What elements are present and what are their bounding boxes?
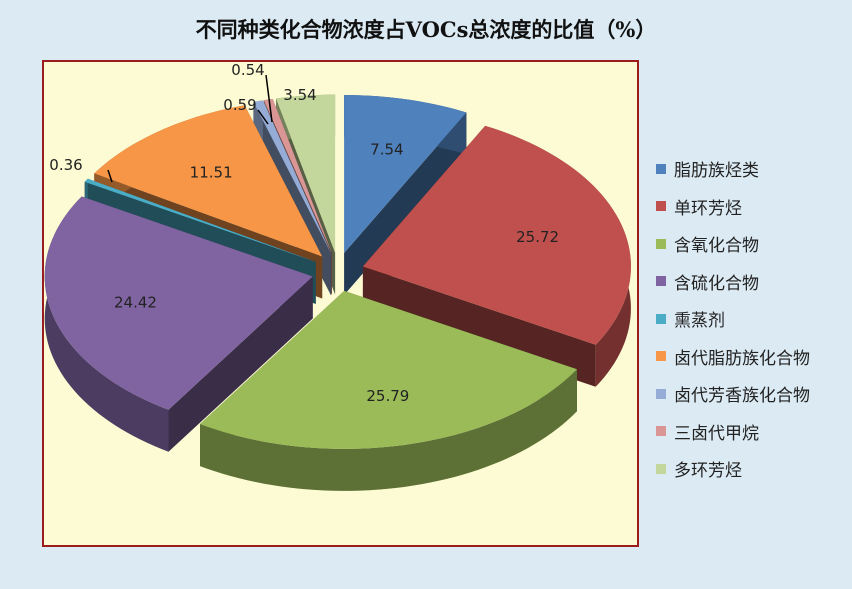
data-label: 24.42 [114, 294, 157, 312]
legend-item: 三卤代甲烷 [656, 413, 810, 451]
legend-label: 含硫化合物 [674, 273, 759, 294]
leader-line [107, 169, 113, 183]
slice-side-wall [168, 276, 313, 452]
legend: 脂肪族烃类单环芳烃含氧化合物含硫化合物熏蒸剂卤代脂肪族化合物 卤代芳香族化合物 三卤… [656, 150, 810, 488]
pie-slice [199, 290, 577, 491]
pie-slice [44, 196, 313, 452]
slice-top-5 [94, 105, 323, 257]
slice-top-0 [344, 95, 467, 254]
slice-top-7 [263, 98, 332, 254]
slice-top-2 [199, 290, 577, 449]
data-label: 0.59 [223, 96, 256, 114]
slice-top-3 [44, 196, 313, 410]
legend-swatch [656, 238, 666, 249]
legend-swatch [656, 163, 666, 174]
legend-item: 卤代芳香族化合物 [656, 375, 810, 413]
legend-label: 脂肪族烃类 [674, 161, 759, 182]
legend-item: 多环芳烃 [656, 450, 810, 488]
legend-swatch [656, 313, 666, 324]
leader-line [265, 74, 273, 123]
slice-top-8 [276, 94, 336, 253]
legend-swatch [656, 426, 666, 437]
data-label: 3.54 [283, 86, 316, 104]
data-label: 0.36 [49, 156, 82, 174]
leader-line [257, 109, 269, 125]
slice-top-4 [84, 178, 316, 262]
slice-side-wall [344, 112, 467, 296]
legend-item: 脂肪族烃类 [656, 150, 810, 188]
data-label: 25.79 [366, 387, 409, 405]
legend-swatch [656, 276, 666, 287]
slice-outer-wall [44, 196, 169, 452]
legend-label: 多环芳烃 [674, 461, 742, 482]
legend-label: 含氧化合物 [674, 236, 759, 257]
slice-top-6 [253, 100, 331, 254]
legend-item: 单环芳烃 [656, 188, 810, 226]
legend-item: 卤代脂肪族化合物 [656, 338, 810, 376]
legend-swatch [656, 463, 666, 474]
data-label: 0.54 [231, 61, 264, 79]
legend-label: 三卤代甲烷 [674, 423, 759, 444]
legend-swatch [656, 201, 666, 212]
legend-label: 熏蒸剂 [674, 311, 725, 332]
pie-slice [344, 95, 467, 296]
data-label: 11.51 [190, 163, 233, 181]
legend-item: 含氧化合物 [656, 225, 810, 263]
legend-item: 含硫化合物 [656, 263, 810, 301]
legend-item: 熏蒸剂 [656, 300, 810, 338]
slice-outer-wall [199, 369, 577, 491]
legend-swatch [656, 351, 666, 362]
legend-label: 卤代脂肪族化合物 [674, 348, 810, 369]
chart-title: 不同种类化合物浓度占VOCs总浓度的比值（%） [195, 17, 657, 42]
data-label: 7.54 [370, 141, 403, 159]
data-label: 25.72 [516, 228, 559, 246]
slice-top-1 [362, 125, 631, 345]
legend-swatch [656, 388, 666, 399]
legend-label: 卤代芳香族化合物 [674, 386, 810, 407]
legend-label: 单环芳烃 [674, 198, 742, 219]
